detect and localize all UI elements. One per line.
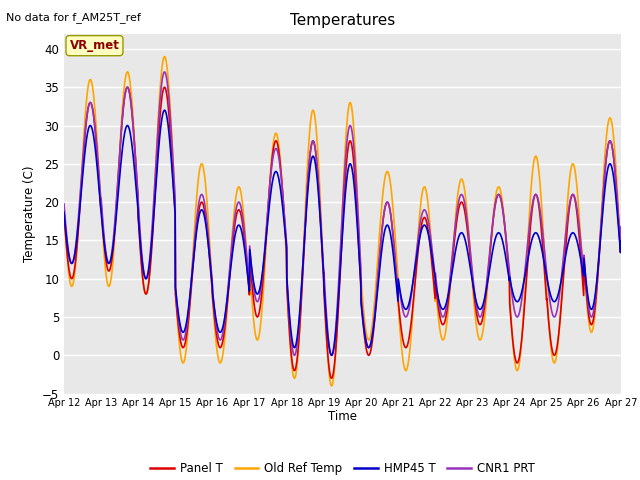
Panel T — [505, 264, 513, 270]
Old Ref Temp — [60, 207, 68, 213]
Old Ref Temp — [371, 293, 379, 299]
CNR1 PRT — [568, 192, 576, 198]
HMP45 T — [161, 108, 168, 113]
Line: Panel T: Panel T — [64, 87, 621, 378]
Panel T — [568, 192, 576, 198]
Old Ref Temp — [216, 360, 223, 365]
CNR1 PRT — [60, 201, 68, 207]
CNR1 PRT — [291, 352, 298, 358]
Panel T — [371, 312, 379, 318]
HMP45 T — [505, 273, 513, 278]
CNR1 PRT — [617, 224, 625, 229]
Old Ref Temp — [584, 307, 591, 313]
Old Ref Temp — [568, 162, 576, 168]
HMP45 T — [371, 313, 379, 319]
Line: CNR1 PRT: CNR1 PRT — [64, 72, 621, 355]
Text: VR_met: VR_met — [70, 39, 120, 52]
Line: Old Ref Temp: Old Ref Temp — [64, 57, 621, 386]
Panel T — [124, 84, 131, 90]
Old Ref Temp — [328, 383, 335, 389]
Text: No data for f_AM25T_ref: No data for f_AM25T_ref — [6, 12, 141, 23]
CNR1 PRT — [161, 69, 168, 75]
HMP45 T — [60, 209, 68, 215]
HMP45 T — [617, 238, 625, 244]
CNR1 PRT — [505, 260, 513, 266]
Old Ref Temp — [161, 54, 168, 60]
HMP45 T — [359, 318, 367, 324]
Line: HMP45 T: HMP45 T — [64, 110, 621, 355]
Panel T — [584, 303, 591, 309]
HMP45 T — [568, 230, 576, 236]
Old Ref Temp — [359, 300, 367, 306]
CNR1 PRT — [359, 312, 367, 318]
Old Ref Temp — [505, 270, 513, 276]
Panel T — [359, 319, 367, 324]
CNR1 PRT — [216, 336, 223, 342]
Panel T — [328, 375, 335, 381]
CNR1 PRT — [584, 296, 591, 301]
HMP45 T — [328, 352, 335, 358]
X-axis label: Time: Time — [328, 410, 357, 423]
Title: Temperatures: Temperatures — [290, 13, 395, 28]
HMP45 T — [584, 291, 591, 297]
Panel T — [60, 211, 68, 216]
Old Ref Temp — [617, 226, 625, 232]
CNR1 PRT — [371, 307, 379, 312]
Y-axis label: Temperature (C): Temperature (C) — [23, 165, 36, 262]
Panel T — [617, 228, 625, 234]
HMP45 T — [216, 329, 223, 335]
Panel T — [216, 344, 223, 350]
Legend: Panel T, Old Ref Temp, HMP45 T, CNR1 PRT: Panel T, Old Ref Temp, HMP45 T, CNR1 PRT — [146, 457, 539, 480]
